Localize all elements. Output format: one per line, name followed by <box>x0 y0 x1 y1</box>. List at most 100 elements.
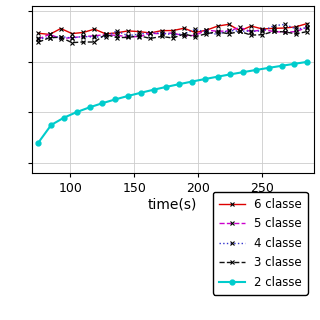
5 classe <box>126 35 130 38</box>
6 classe <box>216 24 220 28</box>
3 classe <box>115 36 119 39</box>
2 classe <box>292 62 296 66</box>
6 classe <box>260 27 264 31</box>
5 classe <box>137 35 141 39</box>
2 classe <box>177 82 181 86</box>
4 classe <box>283 22 287 26</box>
3 classe <box>216 30 220 34</box>
4 classe <box>160 31 164 35</box>
2 classe <box>267 66 271 70</box>
4 classe <box>137 32 141 36</box>
4 classe <box>260 29 264 33</box>
4 classe <box>36 36 40 40</box>
3 classe <box>171 36 175 40</box>
6 classe <box>227 22 231 26</box>
6 classe <box>182 26 186 30</box>
6 classe <box>104 32 108 36</box>
2 classe <box>75 110 79 114</box>
5 classe <box>160 32 164 36</box>
6 classe <box>70 32 74 36</box>
5 classe <box>104 33 108 36</box>
5 classe <box>182 34 186 38</box>
2 classe <box>152 88 156 92</box>
4 classe <box>104 35 108 39</box>
2 classe <box>164 85 168 89</box>
3 classe <box>36 40 40 44</box>
3 classe <box>182 32 186 36</box>
6 classe <box>48 33 52 36</box>
5 classe <box>171 31 175 35</box>
2 classe <box>305 60 309 64</box>
4 classe <box>92 35 96 39</box>
2 classe <box>36 140 40 144</box>
2 classe <box>113 98 117 101</box>
2 classe <box>241 70 245 74</box>
5 classe <box>227 29 231 33</box>
6 classe <box>115 31 119 35</box>
5 classe <box>216 29 220 33</box>
3 classe <box>126 36 130 39</box>
Legend: 6 classe, 5 classe, 4 classe, 3 classe, 2 classe: 6 classe, 5 classe, 4 classe, 3 classe, … <box>213 192 308 295</box>
5 classe <box>238 26 242 29</box>
6 classe <box>294 25 298 29</box>
6 classe <box>92 27 96 31</box>
3 classe <box>238 29 242 33</box>
3 classe <box>59 36 63 39</box>
2 classe <box>88 105 92 109</box>
3 classe <box>272 29 276 33</box>
3 classe <box>193 35 197 39</box>
3 classe <box>104 33 108 36</box>
Line: 6 classe: 6 classe <box>36 21 310 37</box>
2 classe <box>49 123 53 127</box>
3 classe <box>305 30 309 34</box>
3 classe <box>260 33 264 36</box>
5 classe <box>305 25 309 29</box>
5 classe <box>115 34 119 37</box>
5 classe <box>204 28 208 32</box>
3 classe <box>294 32 298 36</box>
3 classe <box>227 32 231 36</box>
4 classe <box>227 28 231 32</box>
6 classe <box>204 28 208 32</box>
5 classe <box>283 30 287 34</box>
Line: 4 classe: 4 classe <box>36 22 310 41</box>
3 classe <box>137 34 141 38</box>
4 classe <box>171 33 175 36</box>
5 classe <box>148 31 152 35</box>
4 classe <box>182 32 186 36</box>
2 classe <box>254 68 258 72</box>
4 classe <box>249 29 253 33</box>
4 classe <box>48 36 52 40</box>
Line: 2 classe: 2 classe <box>36 60 310 145</box>
6 classe <box>283 26 287 30</box>
6 classe <box>272 27 276 30</box>
4 classe <box>216 33 220 36</box>
4 classe <box>204 30 208 34</box>
5 classe <box>70 36 74 39</box>
4 classe <box>305 26 309 30</box>
3 classe <box>92 40 96 44</box>
6 classe <box>160 29 164 33</box>
5 classe <box>36 37 40 41</box>
3 classe <box>48 36 52 40</box>
2 classe <box>280 64 284 68</box>
5 classe <box>92 34 96 38</box>
Line: 5 classe: 5 classe <box>36 25 310 42</box>
6 classe <box>238 29 242 33</box>
6 classe <box>148 31 152 35</box>
2 classe <box>139 91 143 95</box>
5 classe <box>59 37 63 41</box>
6 classe <box>249 24 253 28</box>
6 classe <box>305 22 309 26</box>
3 classe <box>81 40 85 44</box>
4 classe <box>115 29 119 33</box>
3 classe <box>204 32 208 36</box>
5 classe <box>272 29 276 33</box>
6 classe <box>137 30 141 34</box>
3 classe <box>160 35 164 38</box>
2 classe <box>62 116 66 120</box>
4 classe <box>70 36 74 40</box>
3 classe <box>148 36 152 40</box>
3 classe <box>283 30 287 34</box>
5 classe <box>294 30 298 34</box>
